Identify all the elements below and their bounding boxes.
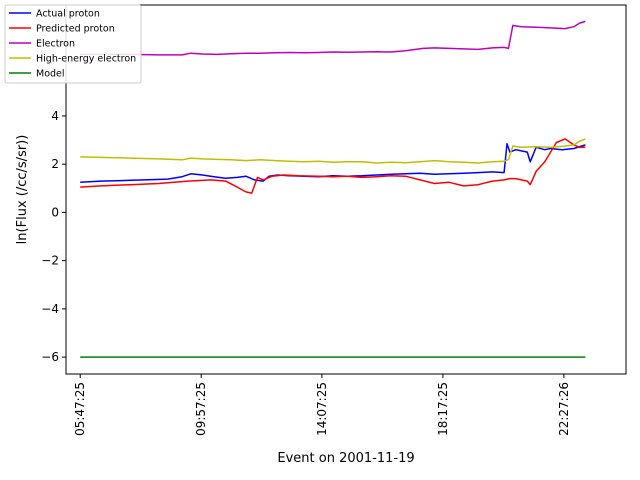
series-line-high-energy-electron — [80, 138, 586, 164]
plot-frame — [65, 4, 627, 375]
y-tick-label: −6 — [41, 350, 59, 364]
legend-label: High-energy electron — [36, 54, 136, 65]
series-line-predicted-proton — [80, 138, 586, 194]
y-tick-label: 2 — [51, 157, 59, 171]
legend-label: Predicted proton — [36, 24, 115, 35]
series-line-actual-proton — [80, 142, 586, 184]
x-axis-label: Event on 2001-11-19 — [277, 451, 414, 466]
y-tick-label: −4 — [41, 302, 59, 316]
y-tick-label: −2 — [41, 254, 59, 268]
legend-label: Model — [36, 69, 65, 80]
x-tick-label: 05:47:25 — [73, 382, 87, 436]
legend-label: Actual proton — [36, 9, 100, 20]
legend-label: Electron — [36, 39, 75, 50]
y-axis-label: ln(Flux (/cc/s/sr)) — [15, 135, 30, 245]
y-axis: −6 −4 −2 0 2 4 — [41, 109, 66, 364]
x-tick-label: 18:17:25 — [436, 382, 450, 436]
series-line-electron — [80, 20, 586, 56]
legend: Actual proton Predicted proton Electron Hig… — [4, 4, 142, 84]
series-layer — [80, 20, 586, 358]
x-tick-label: 22:27:26 — [557, 382, 571, 436]
legend-box — [4, 4, 142, 84]
x-tick-label: 09:57:25 — [194, 382, 208, 436]
y-tick-label: 0 — [51, 205, 59, 219]
x-axis: 05:47:25 09:57:25 14:07:25 18:17:25 22:27:26 — [73, 374, 571, 436]
x-tick-label: 14:07:25 — [315, 382, 329, 436]
y-tick-label: 4 — [51, 109, 59, 123]
